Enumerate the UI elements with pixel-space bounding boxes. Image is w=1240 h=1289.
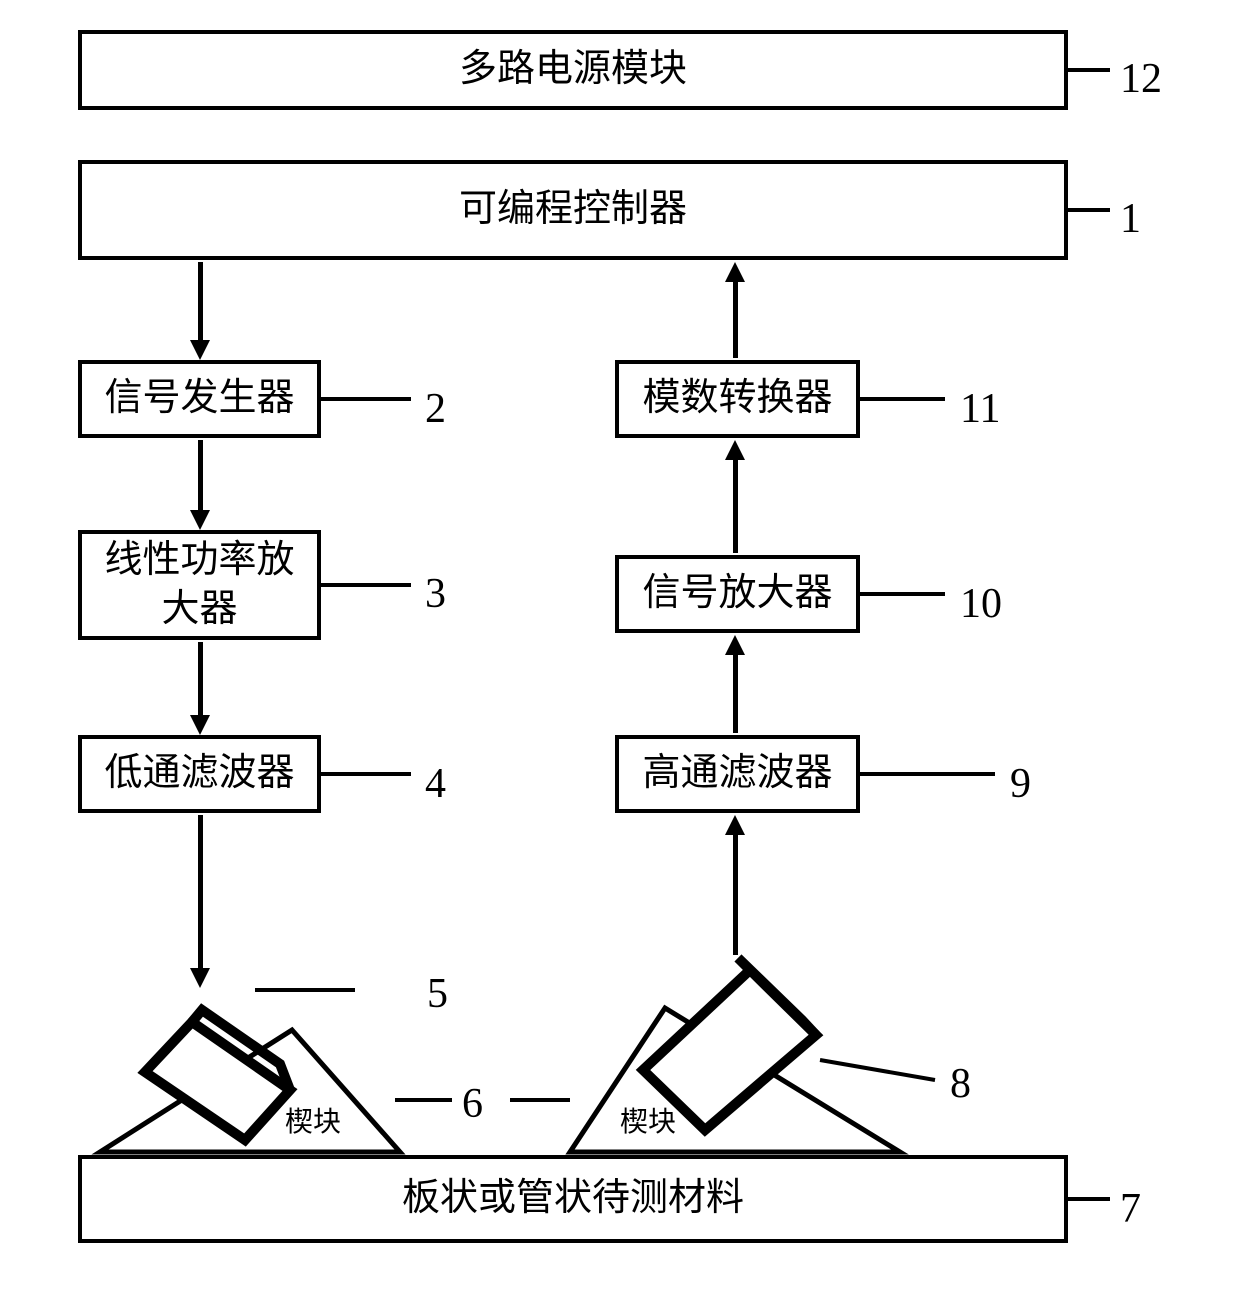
label-6: 6 — [462, 1080, 483, 1128]
label-12: 12 — [1120, 55, 1162, 103]
arrowhead-3-4 — [190, 715, 210, 735]
label-3: 3 — [425, 570, 446, 618]
box-adc-label: 模数转换器 — [642, 374, 832, 423]
label-10: 10 — [960, 580, 1002, 628]
arrowhead-11-1 — [725, 262, 745, 282]
label-4: 4 — [425, 760, 446, 808]
wedge-right-label: 楔块 — [620, 1100, 676, 1140]
arrowhead-10-11 — [725, 440, 745, 460]
connector-power-amplifier — [321, 583, 411, 587]
label-1: 1 — [1120, 195, 1141, 243]
arrowhead-9-10 — [725, 635, 745, 655]
connector-lowpass-filter — [321, 772, 411, 776]
arrow-line-1-2 — [198, 262, 203, 342]
label-9: 9 — [1010, 760, 1031, 808]
box-highpass-filter: 高通滤波器 — [615, 735, 860, 813]
box-signal-amplifier: 信号放大器 — [615, 555, 860, 633]
box-material-label: 板状或管状待测材料 — [402, 1174, 744, 1223]
wedge-left — [100, 1030, 400, 1152]
label-2: 2 — [425, 385, 446, 433]
arrowhead-8-9 — [725, 815, 745, 835]
box-controller: 可编程控制器 — [78, 160, 1068, 260]
label-11: 11 — [960, 385, 1000, 433]
label-7: 7 — [1120, 1185, 1141, 1233]
arrow-line-2-3 — [198, 440, 203, 512]
arrow-line-9-10 — [733, 655, 738, 733]
label-8: 8 — [950, 1060, 971, 1108]
box-power-amplifier: 线性功率放 大器 — [78, 530, 321, 640]
connector-signal-generator — [321, 397, 411, 401]
connector-signal-amplifier — [860, 592, 945, 596]
arrow-line-8-9 — [733, 835, 738, 955]
arrowhead-1-2 — [190, 340, 210, 360]
box-highpass-filter-label: 高通滤波器 — [642, 749, 832, 798]
arrow-line-4-5 — [198, 815, 203, 970]
box-controller-label: 可编程控制器 — [459, 185, 687, 234]
transducer-left-body — [145, 1022, 290, 1140]
box-material: 板状或管状待测材料 — [78, 1155, 1068, 1243]
box-adc: 模数转换器 — [615, 360, 860, 438]
box-lowpass-filter: 低通滤波器 — [78, 735, 321, 813]
connector-controller — [1068, 208, 1110, 212]
arrowhead-4-5 — [190, 968, 210, 988]
box-power-module: 多路电源模块 — [78, 30, 1068, 110]
label-5: 5 — [427, 970, 448, 1018]
arrowhead-2-3 — [190, 510, 210, 530]
box-signal-generator: 信号发生器 — [78, 360, 321, 438]
connector-adc — [860, 397, 945, 401]
connector-material — [1068, 1197, 1110, 1201]
block-diagram: 多路电源模块 12 可编程控制器 1 信号发生器 2 线性功率放 大器 3 低通… — [0, 0, 1240, 1289]
connector-power-module — [1068, 68, 1110, 72]
arrow-line-3-4 — [198, 642, 203, 717]
box-signal-generator-label: 信号发生器 — [104, 374, 294, 423]
connector-label-8 — [820, 1060, 935, 1080]
transducer-right-top — [738, 958, 816, 1035]
arrow-line-11-1 — [733, 282, 738, 358]
transducer-left-top — [192, 1010, 290, 1090]
connector-highpass-filter — [860, 772, 995, 776]
wedge-left-label: 楔块 — [285, 1100, 341, 1140]
box-signal-amplifier-label: 信号放大器 — [642, 569, 832, 618]
box-power-module-label: 多路电源模块 — [459, 45, 687, 94]
arrow-line-10-11 — [733, 460, 738, 553]
box-power-amplifier-label: 线性功率放 大器 — [104, 536, 294, 635]
box-lowpass-filter-label: 低通滤波器 — [104, 749, 294, 798]
